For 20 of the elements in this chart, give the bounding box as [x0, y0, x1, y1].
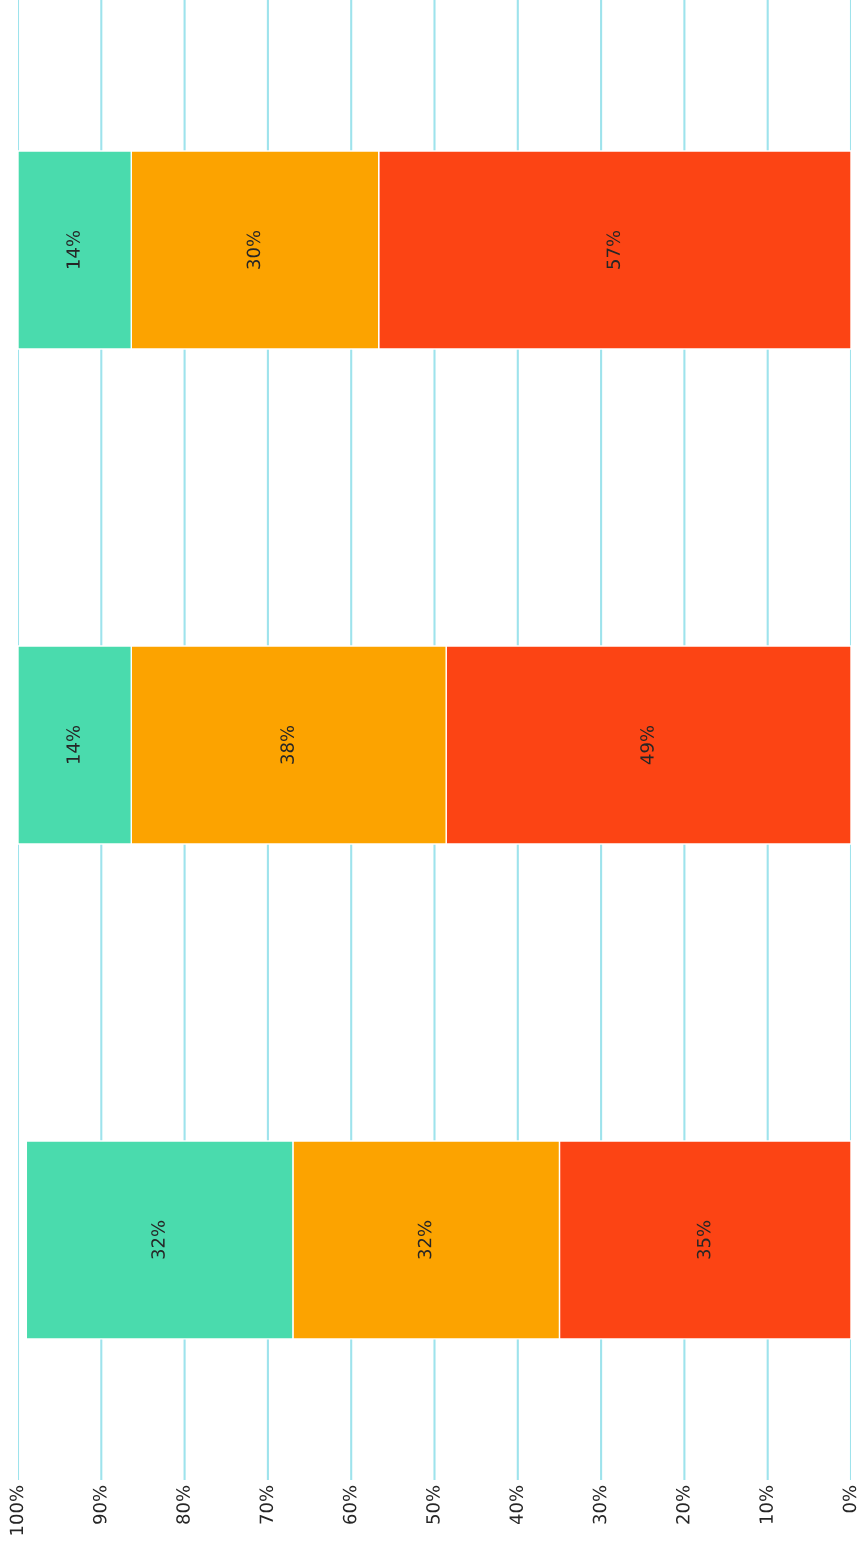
data-label: 14% — [66, 725, 80, 764]
data-label: 14% — [66, 230, 80, 269]
x-tick-label: 40% — [509, 1485, 524, 1525]
data-label: 32% — [417, 1220, 432, 1259]
x-tick-label: 80% — [176, 1485, 190, 1524]
data-label: 57% — [606, 230, 621, 269]
data-label: 35% — [696, 1220, 711, 1259]
x-tick-label: 60% — [342, 1485, 357, 1524]
data-label: 32% — [151, 1220, 165, 1259]
x-tick-label: 70% — [259, 1485, 274, 1524]
x-tick-label: 50% — [426, 1485, 440, 1524]
x-tick-label: 100% — [9, 1485, 24, 1535]
data-label: 49% — [640, 725, 654, 765]
data-label: 30% — [246, 230, 261, 269]
x-tick-label: 0% — [842, 1485, 857, 1513]
x-tick-label: 90% — [92, 1485, 107, 1524]
x-tick-label: 30% — [592, 1485, 607, 1524]
x-tick-label: 20% — [675, 1485, 690, 1524]
data-label: 38% — [280, 725, 294, 764]
x-tick-label: 10% — [759, 1485, 773, 1524]
